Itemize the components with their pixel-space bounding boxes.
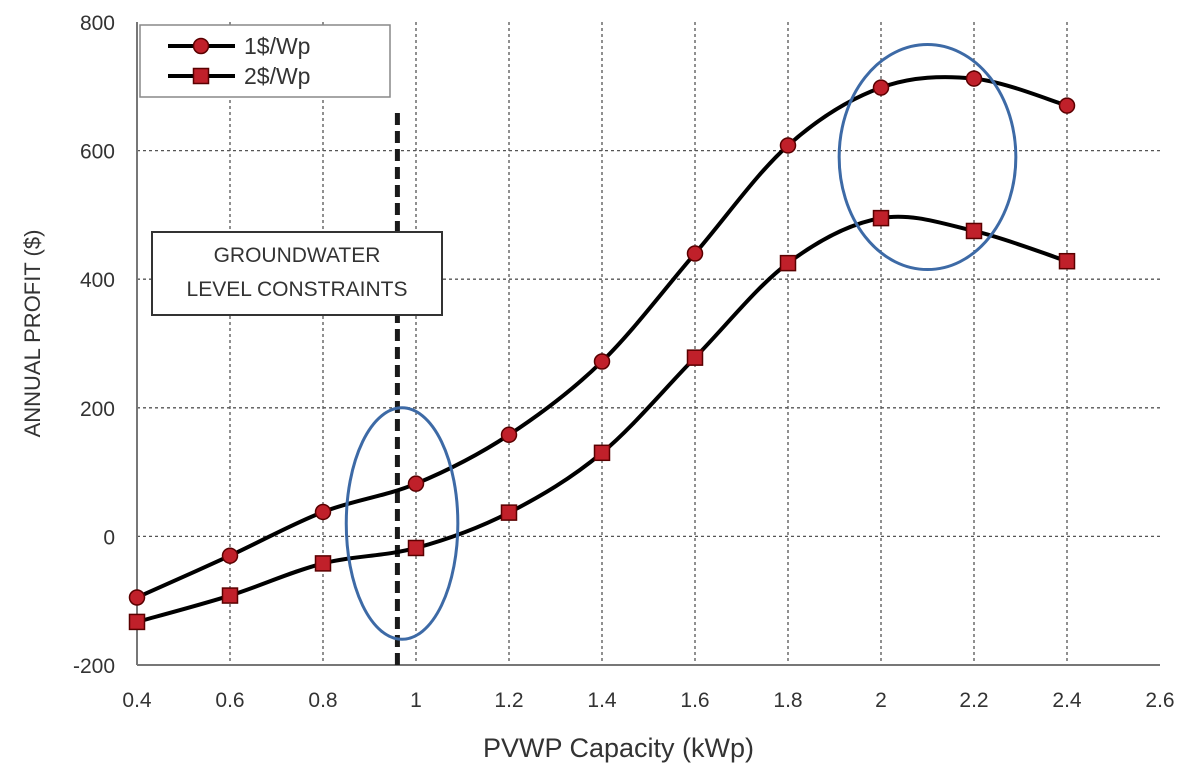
highlight-ellipses xyxy=(344,43,1018,641)
data-point-square xyxy=(593,444,611,462)
data-point-circle xyxy=(965,70,983,87)
data-point-square xyxy=(965,222,983,240)
x-tick-label: 1 xyxy=(410,689,422,712)
legend: 1$/Wp 2$/Wp xyxy=(139,24,391,98)
highlight-ellipse-1 xyxy=(344,406,460,641)
data-point-square xyxy=(407,539,425,557)
data-point-square xyxy=(779,254,797,272)
y-tick-label: 800 xyxy=(80,12,115,35)
annotation-text: LEVEL CONSTRAINTS xyxy=(187,278,408,301)
annotation-text: GROUNDWATER xyxy=(214,244,381,267)
data-point-circle xyxy=(500,426,518,444)
annotation-group: GROUNDWATER LEVEL CONSTRAINTS xyxy=(151,231,443,316)
legend-box xyxy=(139,24,391,98)
tick-labels: 0.4 0.6 0.8 1 1.2 1.4 1.6 1.8 2 2.2 2.4 2.6 -200 0 200… xyxy=(73,12,1175,712)
x-tick-label: 1.8 xyxy=(773,689,802,712)
x-tick-label: 1.6 xyxy=(680,689,709,712)
x-tick-label: 2.4 xyxy=(1052,689,1082,712)
y-tick-label: 200 xyxy=(80,398,115,421)
data-point-circle xyxy=(686,245,704,262)
x-tick-label: 2.2 xyxy=(959,689,988,712)
y-axis-title: ANNUAL PROFIT ($) xyxy=(20,230,45,438)
x-tick-label: 0.6 xyxy=(215,689,244,712)
data-point-square xyxy=(1058,252,1076,270)
y-tick-label: 400 xyxy=(80,269,115,292)
y-tick-label: -200 xyxy=(73,655,115,678)
axes xyxy=(136,22,1160,666)
x-tick-label: 2 xyxy=(875,689,887,712)
data-point-square xyxy=(221,587,239,604)
x-tick-label: 0.8 xyxy=(308,689,337,712)
legend-label: 1$/Wp xyxy=(244,33,310,59)
data-point-square xyxy=(314,555,332,572)
data-point-circle xyxy=(779,137,797,154)
x-tick-label: 0.4 xyxy=(122,689,152,712)
data-point-square xyxy=(128,613,146,631)
legend-marker-circle xyxy=(192,37,210,55)
x-tick-label: 1.2 xyxy=(494,689,523,712)
highlight-ellipse-2 xyxy=(837,43,1018,272)
x-tick-label: 1.4 xyxy=(587,689,617,712)
data-point-circle xyxy=(407,475,425,492)
data-point-circle xyxy=(593,353,611,370)
grid xyxy=(137,22,1160,665)
data-point-circle xyxy=(314,503,332,521)
x-axis-title: PVWP Capacity (kWp) xyxy=(483,733,754,763)
legend-label: 2$/Wp xyxy=(244,63,310,89)
data-point-circle xyxy=(128,589,146,606)
y-tick-label: 0 xyxy=(103,526,115,549)
data-point-circle xyxy=(221,547,239,564)
x-tick-label: 2.6 xyxy=(1145,689,1174,712)
legend-marker-square xyxy=(192,67,210,85)
data-point-circle xyxy=(1058,97,1076,114)
y-tick-label: 600 xyxy=(80,141,115,164)
series-group xyxy=(128,70,1076,631)
data-point-square xyxy=(686,349,704,366)
data-point-square xyxy=(872,209,890,227)
annotation-box xyxy=(151,231,443,316)
data-point-circle xyxy=(872,79,890,96)
data-point-square xyxy=(500,504,518,521)
